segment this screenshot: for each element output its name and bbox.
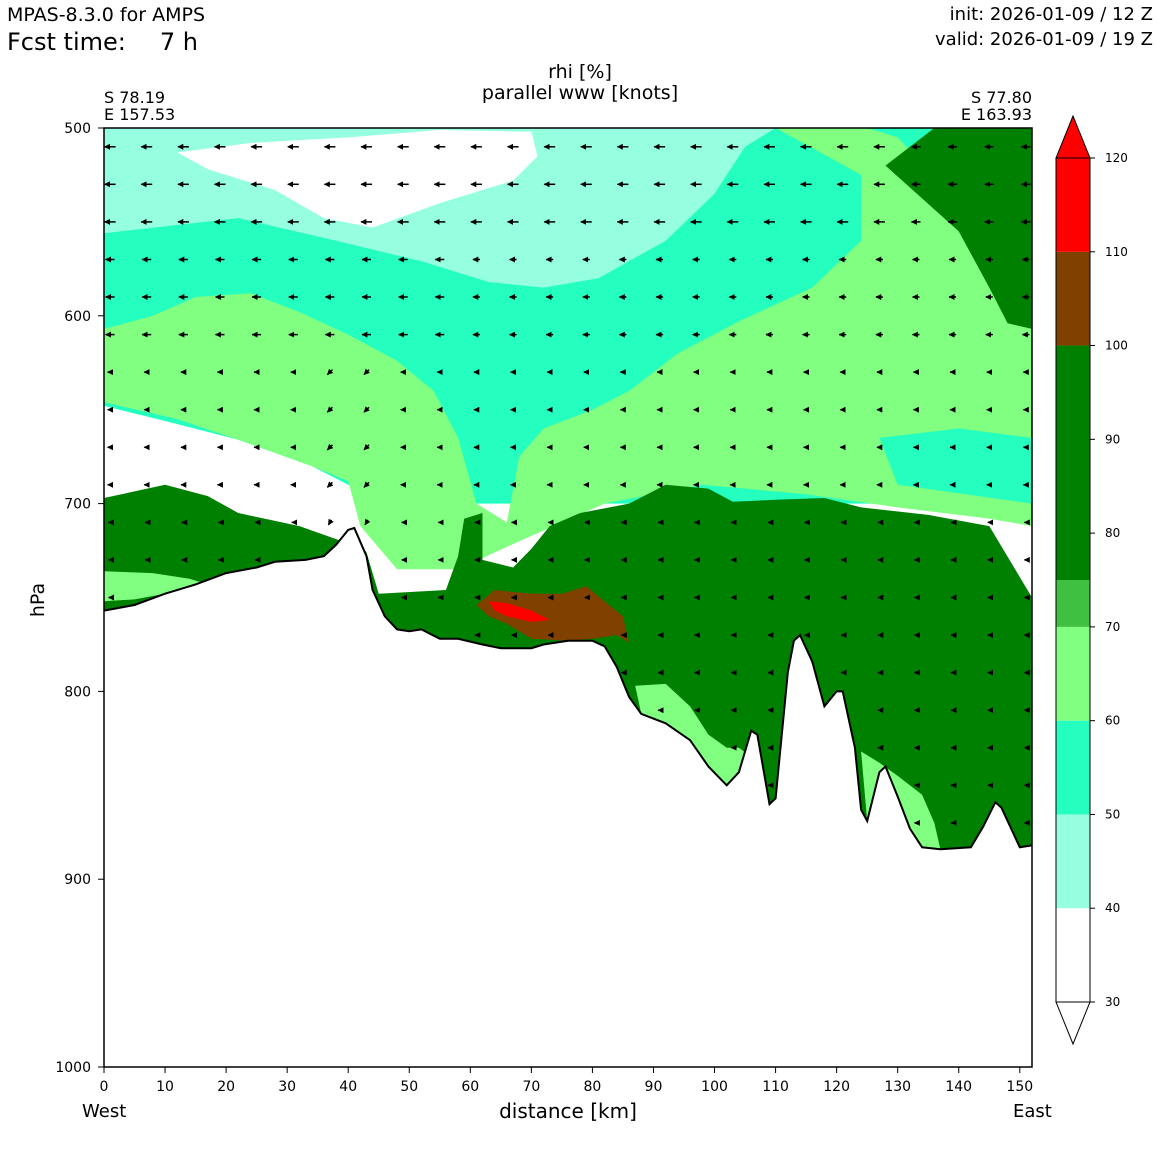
terrain-fill: [104, 528, 1032, 1067]
init-time: init: 2026-01-09 / 12 Z: [949, 4, 1153, 25]
x-tick-label: 10: [156, 1079, 174, 1095]
x-axis-label: distance [km]: [499, 1099, 637, 1123]
y-axis-label: hPa: [27, 583, 49, 617]
colorbar-tick-label: 60: [1105, 714, 1120, 728]
plot-area: [104, 128, 1032, 1067]
colorbar-band-0: [1056, 908, 1090, 1002]
left-lon: E 157.53: [104, 105, 176, 124]
wind-arrow: [364, 518, 371, 526]
wind-arrow: [326, 481, 334, 488]
colorbar-tick-label: 50: [1105, 807, 1120, 821]
y-tick-label: 900: [64, 872, 91, 888]
x-tick-label: 40: [339, 1079, 357, 1095]
right-lon: E 163.93: [960, 105, 1032, 124]
colorbar-tick-label: 90: [1105, 432, 1120, 446]
x-tick-label: 80: [584, 1079, 602, 1095]
right-lat: S 77.80: [970, 88, 1032, 107]
colorbar-frame: [1055, 157, 1091, 1003]
valid-time: valid: 2026-01-09 / 19 Z: [935, 29, 1153, 50]
wind-arrow: [363, 368, 370, 376]
y-tick-label: 600: [64, 309, 91, 325]
colorbar-extend-min: [1055, 1001, 1091, 1046]
y-tick-label: 1000: [55, 1060, 91, 1076]
direction-west: West: [82, 1101, 127, 1122]
colorbar: 30 40 50 60 70 80 90 100 110 120: [1055, 114, 1128, 1046]
terrain: [104, 526, 1032, 1067]
rh-region-rhi-60-70-3: [104, 128, 1032, 570]
rh-region-rhi-60-70-10: [861, 751, 941, 850]
plot-frame: [103, 127, 1033, 1068]
colorbar-tick-label: 40: [1105, 901, 1120, 915]
wind-arrow: [326, 406, 334, 413]
rh-region-rhi-60-70-9: [635, 683, 758, 786]
rh-region-rhi-80-100-5: [885, 128, 1032, 329]
left-lat: S 78.19: [104, 88, 166, 107]
wind-arrow: [363, 443, 370, 451]
wind-arrow: [327, 518, 334, 526]
forecast-time: Fcst time: 7 h: [7, 28, 198, 56]
x-tick-label: 50: [400, 1079, 418, 1095]
colorbar-band-2: [1056, 720, 1090, 815]
colorbar-tick-label: 80: [1105, 526, 1120, 540]
colorbar-band-7: [1056, 158, 1090, 252]
colorbar-band-3: [1056, 626, 1090, 721]
y-axis: 500 600 700 800 900 1000: [55, 121, 104, 1076]
wind-arrow: [363, 406, 370, 413]
y-tick-label: 500: [64, 121, 91, 137]
direction-east: East: [1013, 1101, 1052, 1122]
colorbar-band-1: [1056, 814, 1090, 909]
x-tick-label: 130: [884, 1079, 911, 1095]
colorbar-tick-label: 30: [1105, 995, 1120, 1009]
forecast-time-value: 7 h: [159, 28, 198, 56]
x-tick-label: 100: [701, 1079, 728, 1095]
rh-region-rhi-110-120-8: [488, 601, 550, 622]
colorbar-band-4: [1056, 580, 1090, 627]
y-tick-label: 800: [64, 684, 91, 700]
colorbar-band-6: [1056, 251, 1090, 346]
rh-region-rhi-60-70-6: [104, 571, 214, 602]
rh-region-rhi-30-40-1: [177, 129, 538, 228]
x-tick-label: 0: [100, 1079, 109, 1095]
right-endpoint-coords: S 77.80 E 163.93: [961, 89, 1032, 123]
wind-arrow: [326, 368, 334, 376]
chart-title: rhi [%]: [548, 61, 612, 83]
rh-region-rhi-80-100-4: [104, 484, 1032, 850]
forecast-time-label: Fcst time:: [7, 28, 126, 56]
y-tick-label: 700: [64, 497, 91, 513]
colorbar-tick-label: 120: [1105, 151, 1128, 165]
x-tick-label: 140: [945, 1079, 972, 1095]
colorbar-tick-label: 110: [1105, 245, 1128, 259]
chart-subtitle: parallel www [knots]: [481, 82, 679, 104]
colorbar-tick-label: 100: [1105, 339, 1128, 353]
x-tick-label: 30: [278, 1079, 296, 1095]
wind-arrow: [326, 443, 334, 451]
x-axis: 0 10 20 30 40 50 60 70 80 90 100 110 120 130 140 150: [100, 1067, 1033, 1095]
x-tick-label: 90: [645, 1079, 663, 1095]
wind-arrow: [363, 481, 370, 488]
x-tick-label: 150: [1006, 1079, 1033, 1095]
x-tick-label: 70: [522, 1079, 540, 1095]
x-tick-label: 110: [762, 1079, 789, 1095]
x-tick-label: 20: [217, 1079, 235, 1095]
colorbar-tick-label: 70: [1105, 620, 1120, 634]
colorbar-extend-max: [1055, 114, 1091, 159]
wind-vectors: [104, 143, 1031, 826]
left-endpoint-coords: S 78.19 E 157.53: [104, 89, 175, 123]
x-tick-label: 120: [823, 1079, 850, 1095]
colorbar-band-5: [1056, 345, 1090, 580]
terrain-surface-line: [104, 526, 1032, 851]
x-tick-label: 60: [461, 1079, 479, 1095]
model-name: MPAS-8.3.0 for AMPS: [7, 4, 206, 26]
